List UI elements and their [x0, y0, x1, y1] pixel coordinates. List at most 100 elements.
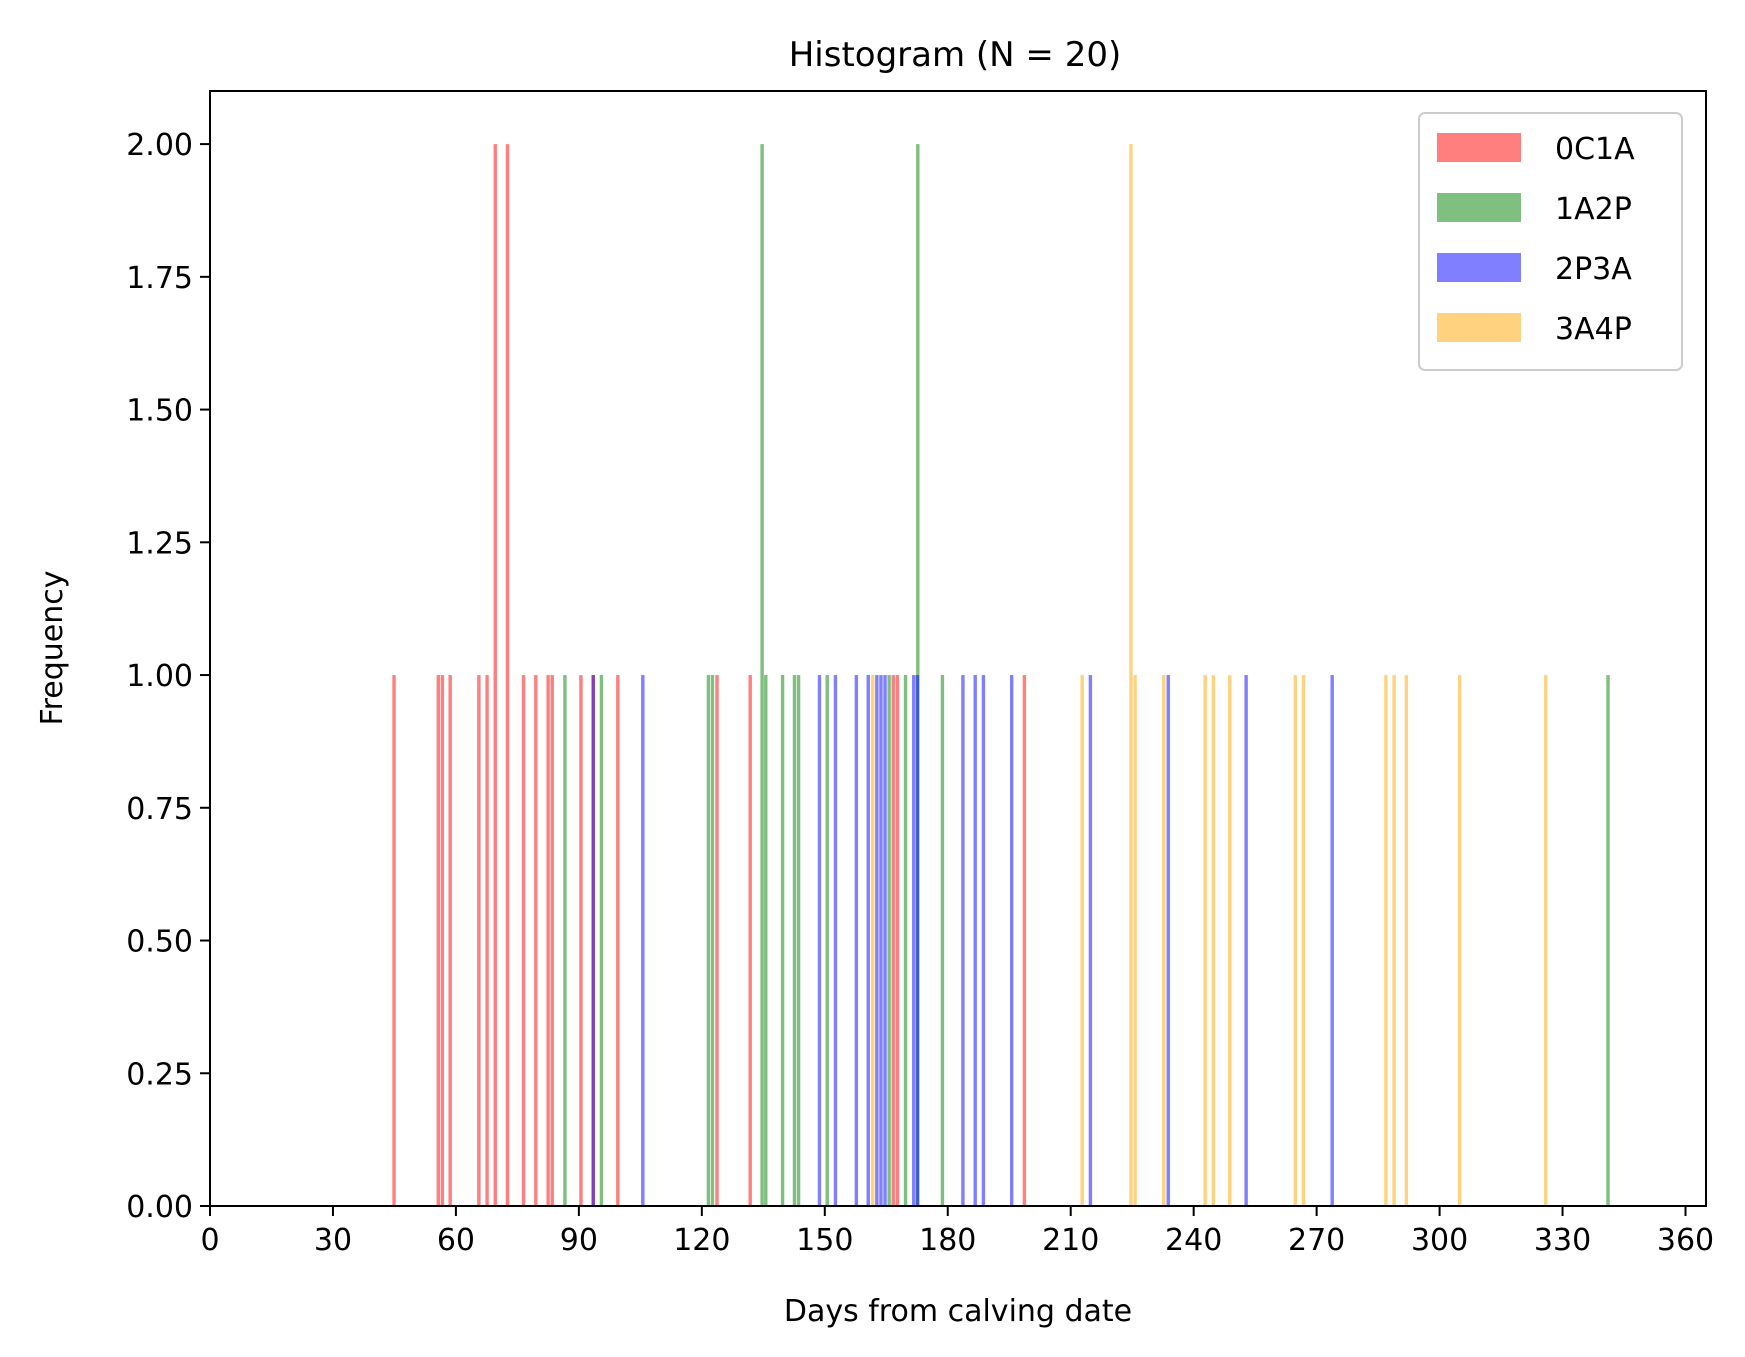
x-tick-label: 210 [1042, 1223, 1099, 1258]
histogram-bar-1A2P-5 [764, 675, 768, 1206]
y-tick-label: 0.25 [126, 1057, 193, 1092]
histogram-bar-0C1A-15 [715, 675, 719, 1206]
histogram-bar-1A2P-2 [706, 675, 711, 1206]
histogram-bar-3A4P-5 [1203, 675, 1207, 1206]
histogram-bar-2P3A-18 [1330, 675, 1334, 1206]
histogram-bar-3A4P-3 [1133, 675, 1137, 1206]
legend-swatch-1A2P [1437, 193, 1521, 222]
histogram-bar-0C1A-9 [534, 675, 538, 1206]
histogram-bar-1A2P-11 [903, 675, 908, 1206]
histogram-bar-0C1A-4 [477, 675, 481, 1206]
histogram-bar-3A4P-9 [1301, 675, 1306, 1206]
x-axis-ticks: 0 30 60 90 120 150 180 210 240 270 300 330 360 [200, 1206, 1714, 1258]
histogram-bar-3A4P-7 [1228, 675, 1232, 1206]
legend-label-3A4P: 3A4P [1555, 312, 1632, 347]
histogram-bar-0C1A-16 [748, 675, 752, 1206]
histogram-bar-1A2P-0 [563, 675, 567, 1206]
histogram-bar-0C1A-10 [546, 675, 550, 1206]
x-axis-label: Days from calving date [784, 1294, 1132, 1329]
histogram-bar-1A2P-8 [796, 675, 801, 1206]
histogram-bar-3A4P-13 [1457, 675, 1462, 1206]
x-tick-label: 0 [200, 1223, 219, 1258]
x-tick-label: 360 [1657, 1223, 1714, 1258]
histogram-bar-0C1A-19 [1022, 675, 1027, 1206]
histogram-bar-0C1A-6 [493, 144, 497, 1207]
histogram-bar-3A4P-6 [1211, 675, 1216, 1206]
x-tick-label: 270 [1288, 1223, 1345, 1258]
histogram-bar-0C1A-0 [392, 675, 396, 1206]
y-tick-label: 1.75 [126, 261, 193, 296]
plot-frame [209, 90, 1707, 1207]
histogram-bar-1A2P-6 [780, 675, 785, 1206]
legend-swatch-0C1A [1437, 133, 1521, 162]
histogram-bar-1A2P-13 [940, 675, 945, 1206]
y-tick-label: 2.00 [126, 128, 193, 163]
histogram-bar-2P3A-3 [833, 675, 838, 1206]
histogram-bar-0C1A-3 [448, 675, 452, 1206]
histogram-bar-2P3A-14 [1009, 675, 1014, 1206]
histogram-bar-2P3A-15 [1088, 675, 1093, 1206]
x-tick-label: 30 [314, 1223, 352, 1258]
x-tick-label: 60 [437, 1223, 475, 1258]
histogram-bar-2P3A-0 [591, 675, 595, 1206]
legend-swatch-3A4P [1437, 313, 1521, 342]
y-tick-label: 1.00 [126, 659, 193, 694]
histogram-bar-0C1A-5 [485, 675, 489, 1206]
histogram-bar-0C1A-2 [440, 675, 445, 1206]
chart-title: Histogram (N = 20) [789, 35, 1122, 75]
histogram-bar-0C1A-18 [895, 675, 900, 1206]
histogram-bar-3A4P-11 [1392, 675, 1396, 1206]
y-tick-label: 1.50 [126, 394, 193, 429]
histogram-bar-1A2P-4 [760, 144, 764, 1207]
x-tick-label: 300 [1411, 1223, 1468, 1258]
histogram-bar-1A2P-9 [825, 675, 829, 1206]
histogram-bar-1A2P-10 [887, 675, 891, 1206]
legend-swatch-2P3A [1437, 253, 1521, 282]
histogram-bar-0C1A-7 [505, 144, 510, 1207]
histogram-bar-0C1A-8 [521, 675, 526, 1206]
x-tick-label: 90 [560, 1223, 598, 1258]
x-tick-label: 330 [1534, 1223, 1591, 1258]
histogram-bar-0C1A-14 [616, 675, 620, 1206]
histogram-bar-2P3A-9 [912, 675, 916, 1206]
x-tick-label: 150 [796, 1223, 853, 1258]
y-tick-label: 0.50 [126, 925, 193, 960]
x-tick-label: 240 [1165, 1223, 1222, 1258]
histogram-bar-3A4P-8 [1293, 675, 1298, 1206]
x-tick-label: 180 [919, 1223, 976, 1258]
histogram-bar-1A2P-14 [1606, 675, 1610, 1206]
histogram-bar-3A4P-10 [1384, 675, 1388, 1206]
histogram-bar-2P3A-7 [879, 675, 883, 1206]
histogram-bar-2P3A-6 [875, 675, 879, 1206]
bars-layer [392, 144, 1610, 1207]
legend-label-1A2P: 1A2P [1555, 192, 1632, 227]
histogram-bar-2P3A-1 [641, 675, 645, 1206]
histogram-bar-1A2P-7 [792, 675, 797, 1206]
histogram-bar-2P3A-16 [1166, 675, 1170, 1206]
histogram-bar-3A4P-12 [1404, 675, 1409, 1206]
histogram-bar-2P3A-4 [854, 675, 859, 1206]
histogram-bar-3A4P-0 [871, 675, 875, 1206]
histogram-bar-2P3A-10 [915, 675, 920, 1206]
histogram-bar-1A2P-1 [599, 675, 604, 1206]
y-tick-label: 0.75 [126, 792, 193, 827]
legend-label-0C1A: 0C1A [1555, 132, 1635, 167]
histogram-bar-2P3A-2 [817, 675, 822, 1206]
histogram-bar-0C1A-17 [891, 675, 895, 1206]
y-tick-label: 0.00 [126, 1190, 193, 1225]
histogram-bar-2P3A-13 [981, 675, 986, 1206]
y-axis-label: Frequency [35, 571, 70, 726]
histogram-bar-2P3A-17 [1244, 675, 1248, 1206]
histogram-bar-3A4P-14 [1544, 675, 1548, 1206]
histogram-bar-2P3A-11 [961, 675, 965, 1206]
histogram-bar-1A2P-3 [710, 675, 715, 1206]
legend-box [1418, 112, 1683, 371]
legend: 0C1A 1A2P 2P3A 3A4P [1418, 112, 1683, 371]
histogram-bar-3A4P-4 [1162, 675, 1166, 1206]
histogram-bar-0C1A-12 [579, 675, 583, 1206]
x-tick-label: 120 [673, 1223, 730, 1258]
legend-label-2P3A: 2P3A [1555, 252, 1632, 287]
y-axis-ticks: 0.00 0.25 0.50 0.75 1.00 1.25 1.50 1.75 2.00 [126, 128, 210, 1225]
histogram-bar-3A4P-2 [1129, 144, 1133, 1207]
